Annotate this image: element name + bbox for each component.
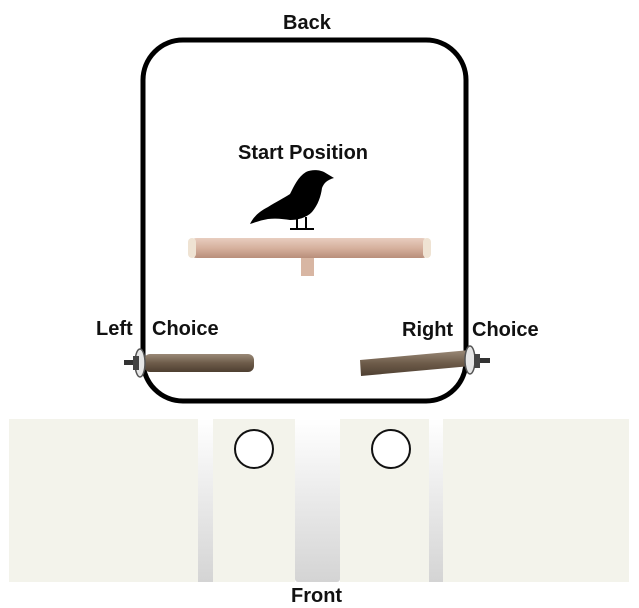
left-label: Left (96, 318, 133, 340)
right-label: Right (402, 319, 454, 341)
right-hole-icon (371, 429, 411, 469)
left-choice-label: Choice (152, 318, 219, 340)
gap-left (198, 419, 213, 582)
cage-outline (140, 37, 469, 404)
back-label: Back (283, 12, 331, 34)
gap-right (429, 419, 443, 582)
panel-far-left (9, 419, 198, 582)
front-panel-row (9, 419, 629, 582)
right-choice-label: Choice (472, 319, 539, 341)
start-position-label: Start Position (238, 142, 369, 164)
start-perch (188, 238, 431, 276)
panel-far-right (443, 419, 629, 582)
right-choice-perch (360, 345, 490, 376)
left-choice-perch (124, 348, 254, 378)
gap-center (295, 419, 340, 582)
crow-silhouette-icon (250, 170, 334, 230)
front-label: Front (291, 585, 343, 607)
left-hole-icon (234, 429, 274, 469)
